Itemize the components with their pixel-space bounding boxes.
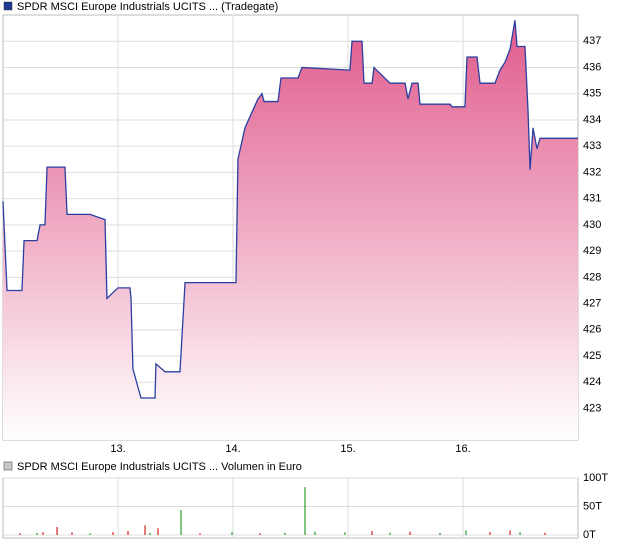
x-tick-label: 15. — [340, 443, 355, 455]
y-tick-label: 0T — [583, 529, 596, 541]
y-tick-label: 426 — [583, 324, 601, 336]
y-tick-label: 432 — [583, 166, 601, 178]
y-tick-label: 435 — [583, 88, 601, 100]
y-tick-label: 433 — [583, 140, 601, 152]
y-tick-label: 427 — [583, 297, 601, 309]
plot-frame — [2, 477, 579, 539]
x-tick-label: 13. — [110, 443, 125, 455]
y-tick-label: 436 — [583, 61, 601, 73]
y-tick-label: 100T — [583, 472, 608, 484]
y-tick-label: 437 — [583, 35, 601, 47]
x-tick-label: 14. — [225, 443, 240, 455]
chart-title: SPDR MSCI Europe Industrials UCITS ... V… — [17, 461, 302, 473]
x-tick-label: 16. — [455, 443, 470, 455]
price-line — [2, 20, 578, 399]
y-tick-label: 424 — [583, 376, 601, 388]
y-tick-label: 423 — [583, 402, 601, 414]
legend-swatch — [3, 1, 13, 11]
y-tick-label: 431 — [583, 193, 601, 205]
y-tick-label: 428 — [583, 271, 601, 283]
legend-swatch — [3, 461, 13, 471]
y-tick-label: 50T — [583, 500, 602, 512]
y-tick-label: 429 — [583, 245, 601, 257]
y-tick-label: 434 — [583, 114, 601, 126]
chart-title: SPDR MSCI Europe Industrials UCITS ... (… — [17, 1, 278, 13]
price-area — [3, 20, 578, 440]
y-tick-label: 430 — [583, 219, 601, 231]
y-tick-label: 425 — [583, 350, 601, 362]
